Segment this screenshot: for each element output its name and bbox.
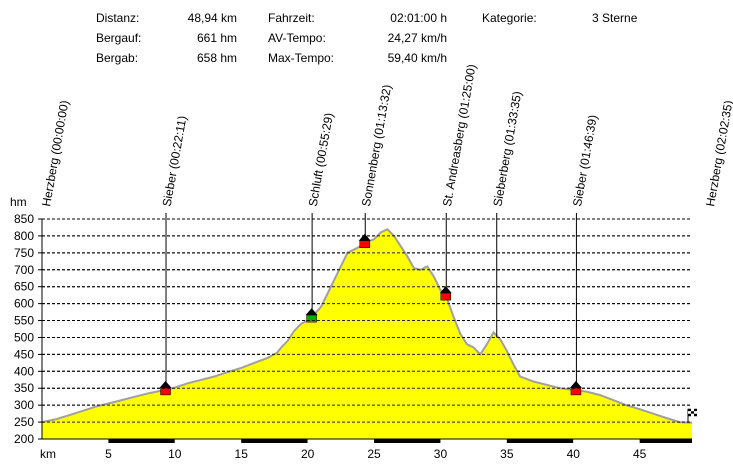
- km-bar-segment: [42, 439, 109, 443]
- x-tick-label: 5: [105, 447, 112, 461]
- waypoint-label: Sieber (01:46:39): [570, 114, 600, 208]
- waypoint-label: Herzberg (00:00:00): [39, 99, 71, 207]
- finish-flag-cell: [691, 408, 694, 412]
- y-tick-label: 800: [14, 229, 34, 243]
- y-tick-label: 300: [14, 398, 34, 412]
- finish-flag-cell: [691, 413, 694, 417]
- distance-label: Distanz:: [96, 11, 140, 25]
- ascent-label: Bergauf:: [96, 31, 142, 45]
- y-tick-label: 200: [14, 432, 34, 446]
- waypoint-house-body: [570, 387, 582, 396]
- waypoint-house-body: [160, 387, 171, 396]
- max-speed-label: Max-Tempo:: [268, 51, 335, 65]
- waypoint-house-roof: [358, 233, 371, 241]
- y-tick-label: 450: [14, 347, 34, 361]
- descent-value: 658 hm: [196, 51, 237, 65]
- waypoint-house-roof: [569, 380, 582, 388]
- km-bar-segment: [241, 439, 308, 443]
- finish-flag-cell: [694, 408, 697, 412]
- waypoint-house-roof: [305, 308, 318, 316]
- y-axis-label: hm: [10, 195, 27, 209]
- x-tick-label: 45: [633, 447, 647, 461]
- waypoint-house-roof: [439, 286, 452, 294]
- waypoint-house-body: [306, 314, 317, 323]
- category-value: 3 Sterne: [592, 11, 638, 25]
- time-label: Fahrzeit:: [268, 11, 315, 25]
- chart-axes: 200 250 300 350 400 450 500 550 600 650 700 750 800 8…: [10, 195, 692, 461]
- y-tick-label: 350: [14, 381, 34, 395]
- km-bar-segment: [174, 439, 242, 443]
- waypoint-label: St. Andreasberg (01:25:00): [440, 63, 479, 207]
- y-tick-label: 550: [14, 314, 34, 328]
- y-tick-label: 600: [14, 297, 34, 311]
- km-bar-segment: [573, 439, 640, 443]
- ascent-value: 661 hm: [196, 31, 237, 45]
- waypoint-house-roof: [159, 380, 172, 388]
- y-tick-label: 400: [14, 364, 34, 378]
- distance-value: 48,94 km: [187, 11, 237, 25]
- waypoint-label: Sieberberg (01:33:35): [490, 90, 524, 207]
- finish-flag-cell: [694, 411, 697, 414]
- avg-speed-value: 24,27 km/h: [387, 31, 447, 45]
- finish-flag-cell: [688, 408, 691, 412]
- x-tick-label: 25: [367, 447, 381, 461]
- x-tick-label: 35: [500, 447, 514, 461]
- y-tick-label: 750: [14, 246, 34, 260]
- waypoint-label: Sieber (00:22:11): [160, 115, 190, 208]
- y-tick-label: 500: [14, 330, 34, 344]
- km-bar-segment: [374, 439, 441, 443]
- waypoint-label: Schluft (00:55:29): [306, 112, 336, 208]
- x-tick-label: 15: [235, 447, 249, 461]
- waypoint-lines: [165, 213, 577, 384]
- waypoint-house-body: [440, 292, 452, 301]
- time-value: 02:01:00 h: [390, 11, 447, 25]
- finish-flag-cell: [691, 411, 694, 414]
- elevation-area: [42, 229, 692, 439]
- category-label: Kategorie:: [482, 11, 537, 25]
- y-tick-label: 250: [14, 415, 34, 429]
- finish-flag-icon: [688, 408, 697, 417]
- km-bar-segment: [639, 439, 692, 443]
- km-bar-segment: [307, 439, 375, 443]
- finish-flag-cell: [688, 411, 691, 414]
- km-bar-segment: [506, 439, 574, 443]
- max-speed-value: 59,40 km/h: [387, 51, 447, 65]
- x-tick-label: 20: [301, 447, 315, 461]
- avg-speed-label: AV-Tempo:: [268, 31, 326, 45]
- descent-label: Bergab:: [96, 51, 139, 65]
- waypoint-label: Sonnenberg (01:13:32): [359, 84, 394, 208]
- y-tick-label: 850: [14, 212, 34, 226]
- x-tick-label: 30: [434, 447, 448, 461]
- elevation-line: [41, 227, 693, 424]
- waypoint-house-body: [359, 240, 370, 248]
- tour-stats: Distanz: 48,94 km Bergauf: 661 hm Bergab…: [0, 0, 733, 70]
- km-bar-segment: [440, 439, 507, 443]
- y-tick-label: 700: [14, 263, 34, 277]
- finish-flag-cell: [694, 413, 697, 417]
- finish-flag-cell: [688, 413, 691, 417]
- y-tick-label: 650: [14, 280, 34, 294]
- km-bar-segment: [108, 439, 175, 443]
- waypoint-markers: [159, 233, 697, 423]
- waypoint-label: Herzberg (02:02:35): [703, 99, 733, 207]
- waypoint-labels: Herzberg (00:00:00) Sieber (00:22:11) Schl…: [39, 63, 733, 207]
- x-tick-label: 10: [168, 447, 182, 461]
- x-axis-label: km: [40, 447, 56, 461]
- x-tick-label: 40: [567, 447, 581, 461]
